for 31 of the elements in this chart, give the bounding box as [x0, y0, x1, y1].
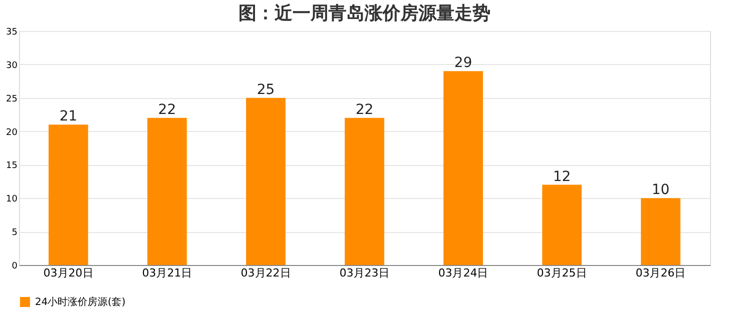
y-tick-label: 15 [6, 161, 18, 172]
y-tick-label: 20 [6, 128, 18, 138]
y-tick-label: 5 [12, 228, 18, 238]
data-label: 12 [553, 168, 571, 185]
y-tick-label: 35 [6, 28, 18, 38]
x-tick-label: 03月20日 [43, 266, 94, 280]
data-label: 22 [356, 102, 374, 118]
data-label: 21 [59, 108, 78, 125]
data-label: 29 [454, 55, 472, 72]
x-tick-label: 03月26日 [636, 266, 686, 280]
bar [147, 118, 187, 265]
x-tick-label: 03月25日 [536, 266, 587, 280]
y-tick-label: 0 [12, 262, 18, 272]
data-label: 25 [256, 82, 275, 98]
y-tick-label: 10 [6, 194, 18, 205]
data-label: 10 [652, 182, 670, 198]
x-tick-label: 03月23日 [340, 266, 390, 280]
data-label: 22 [158, 102, 176, 118]
y-tick-label: 25 [6, 94, 18, 104]
legend-label: 24小时涨价房源(套) [35, 296, 126, 308]
bar [246, 98, 286, 265]
bar [48, 124, 88, 265]
y-tick-label: 30 [6, 60, 18, 71]
bar [344, 118, 384, 265]
bar [640, 198, 680, 265]
x-tick-label: 03月22日 [240, 266, 291, 280]
bar [542, 184, 582, 265]
x-tick-label: 03月21日 [142, 266, 192, 280]
bar [443, 71, 483, 265]
chart-title: 图：近一周青岛涨价房源量走势 [238, 3, 490, 24]
x-tick-label: 03月24日 [438, 266, 488, 280]
